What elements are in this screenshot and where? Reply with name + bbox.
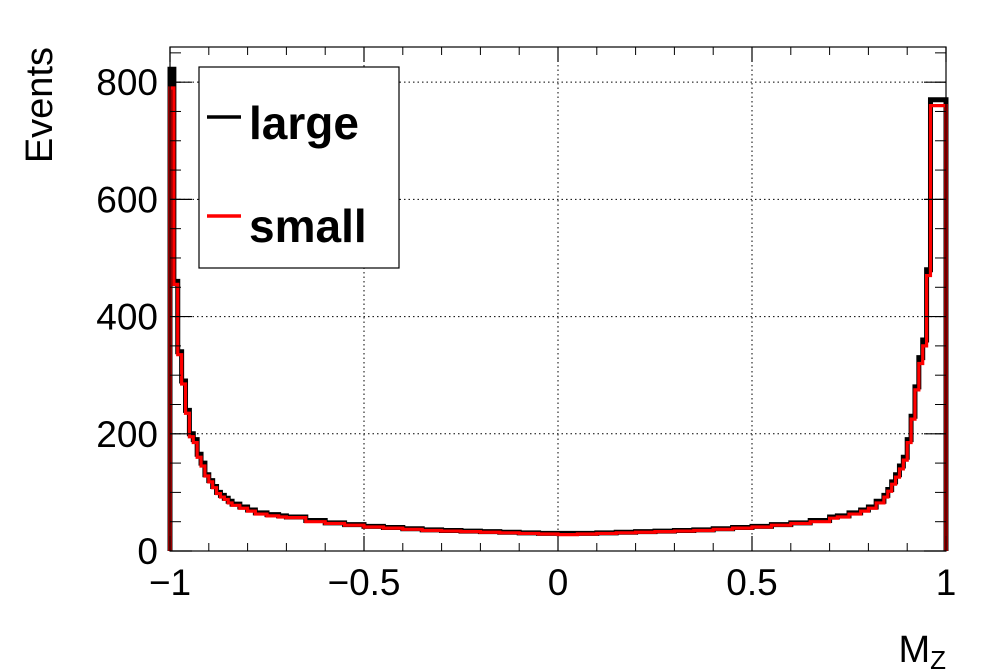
- x-axis-title-subscript: Z: [930, 645, 946, 672]
- y-tick-label: 200: [96, 414, 158, 455]
- x-axis-title-main: M: [898, 629, 930, 671]
- tick-labels: −1 −0.5 0 0.5 1 0 200 400 600 800: [96, 62, 956, 603]
- x-tick-label: 0.5: [726, 562, 777, 603]
- legend: large small: [198, 66, 400, 269]
- legend-label-large: large: [249, 97, 359, 149]
- x-tick-label: 1: [936, 562, 957, 603]
- y-tick-label: 0: [137, 531, 158, 572]
- series-lines: [167, 66, 949, 551]
- x-axis-title: MZ: [898, 629, 946, 672]
- legend-label-small: small: [249, 200, 367, 252]
- y-tick-label: 800: [96, 62, 158, 103]
- y-axis-title: Events: [19, 47, 61, 163]
- x-tick-label: −0.5: [327, 562, 400, 603]
- y-tick-label: 400: [96, 297, 158, 338]
- x-tick-label: −1: [149, 562, 191, 603]
- axis-ticks: [169, 47, 947, 552]
- y-tick-label: 600: [96, 179, 158, 220]
- legend-box: [198, 66, 400, 269]
- x-tick-label: 0: [548, 562, 569, 603]
- series-line-small: [168, 86, 948, 551]
